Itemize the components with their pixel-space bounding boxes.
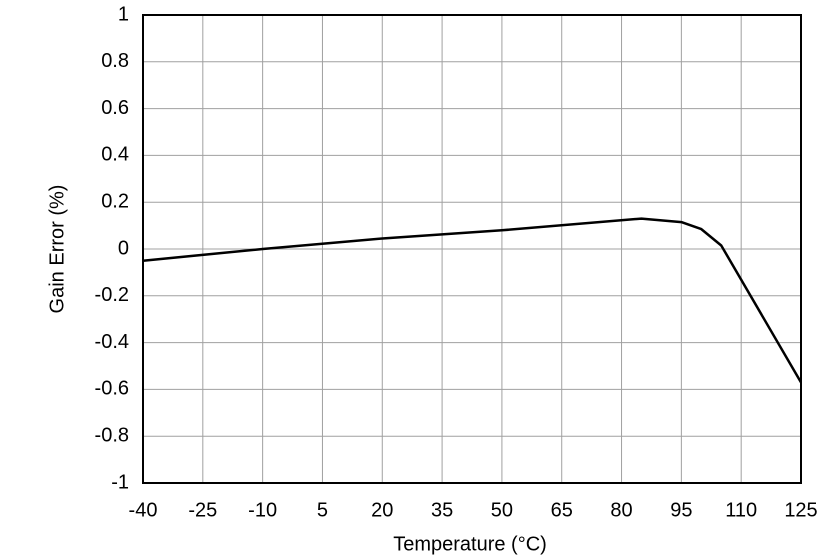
y-tick-label: 0.2 (101, 190, 129, 212)
x-tick-label: 50 (491, 499, 513, 521)
x-tick-label: 80 (610, 499, 632, 521)
y-tick-label: -0.2 (95, 284, 129, 306)
plot-frame (142, 14, 802, 484)
x-tick-label: 20 (371, 499, 393, 521)
x-tick-label: -10 (248, 499, 277, 521)
x-axis-label: Temperature (°C) (393, 533, 547, 555)
x-tick-label: 65 (551, 499, 573, 521)
y-tick-label: 0 (118, 237, 129, 259)
y-tick-label: -0.6 (95, 378, 129, 400)
x-tick-label: 125 (784, 499, 817, 521)
y-tick-label: -0.4 (95, 331, 129, 353)
y-tick-label: -0.8 (95, 424, 129, 446)
y-tick-label: 0.8 (101, 50, 129, 72)
x-tick-label: 5 (317, 499, 328, 521)
y-axis-label: Gain Error (%) (46, 185, 68, 314)
y-tick-label: -1 (111, 471, 129, 493)
x-tick-label: 95 (670, 499, 692, 521)
y-tick-label: 0.6 (101, 97, 129, 119)
x-tick-label: -25 (188, 499, 217, 521)
data-line (142, 217, 803, 384)
y-tick-label: 0.4 (101, 144, 129, 166)
x-tick-label: 35 (431, 499, 453, 521)
x-tick-label: 110 (725, 499, 757, 521)
y-tick-label: 1 (118, 3, 129, 25)
x-tick-label: -40 (129, 499, 158, 521)
